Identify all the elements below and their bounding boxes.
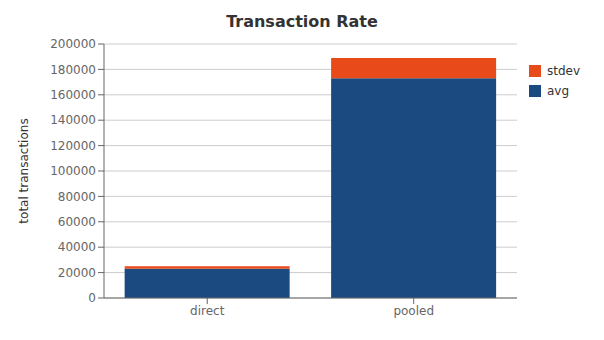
svg-text:pooled: pooled (393, 304, 434, 318)
svg-text:60000: 60000 (58, 215, 96, 229)
svg-text:140000: 140000 (50, 113, 96, 127)
svg-text:0: 0 (88, 291, 96, 305)
svg-text:200000: 200000 (50, 37, 96, 51)
html-text:stdev: stdev (546, 64, 580, 78)
html-text:Transaction Rate: Transaction Rate (226, 12, 378, 31)
svg-text:100000: 100000 (50, 164, 96, 178)
svg-text:20000: 20000 (58, 266, 96, 280)
svg-text:80000: 80000 (58, 190, 96, 204)
svg-text:120000: 120000 (50, 139, 96, 153)
svg-text:40000: 40000 (58, 240, 96, 254)
svg-text:160000: 160000 (50, 88, 96, 102)
svg-text:total transactions: total transactions (17, 118, 31, 223)
svg-text:direct: direct (190, 304, 225, 318)
svg-text:180000: 180000 (50, 63, 96, 77)
html-text:avg: avg (546, 84, 569, 98)
